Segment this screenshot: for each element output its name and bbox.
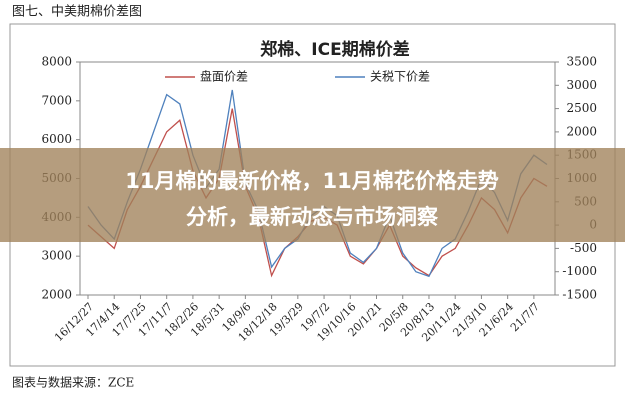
y-tick-label: 6000 <box>41 132 72 146</box>
y-tick-label: 8000 <box>41 55 72 69</box>
y2-tick-label: -1500 <box>562 288 597 302</box>
legend-label: 盘面价差 <box>200 69 248 84</box>
y2-tick-label: 2500 <box>566 101 597 115</box>
y2-tick-label: 2000 <box>566 124 597 138</box>
y2-tick-label: -500 <box>570 241 597 255</box>
legend-label: 关税下价差 <box>370 70 430 84</box>
banner <box>0 148 625 242</box>
banner-line: 11月棉的最新价格，11月棉花价格走势 <box>125 169 498 193</box>
source: 图表与数据来源：ZCE <box>12 375 134 390</box>
chart-title: 郑棉、ICE期棉价差 <box>260 39 409 60</box>
y-tick-label: 2000 <box>41 288 72 302</box>
y-tick-label: 3000 <box>41 249 72 263</box>
y2-tick-label: -1000 <box>562 264 597 278</box>
figure-label: 图七、中美期棉价差图 <box>12 5 142 20</box>
y2-tick-label: 3000 <box>566 78 597 92</box>
y-tick-label: 7000 <box>41 93 72 107</box>
banner-line: 分析，最新动态与市场洞察 <box>186 205 439 229</box>
y2-tick-label: 3500 <box>566 55 597 69</box>
